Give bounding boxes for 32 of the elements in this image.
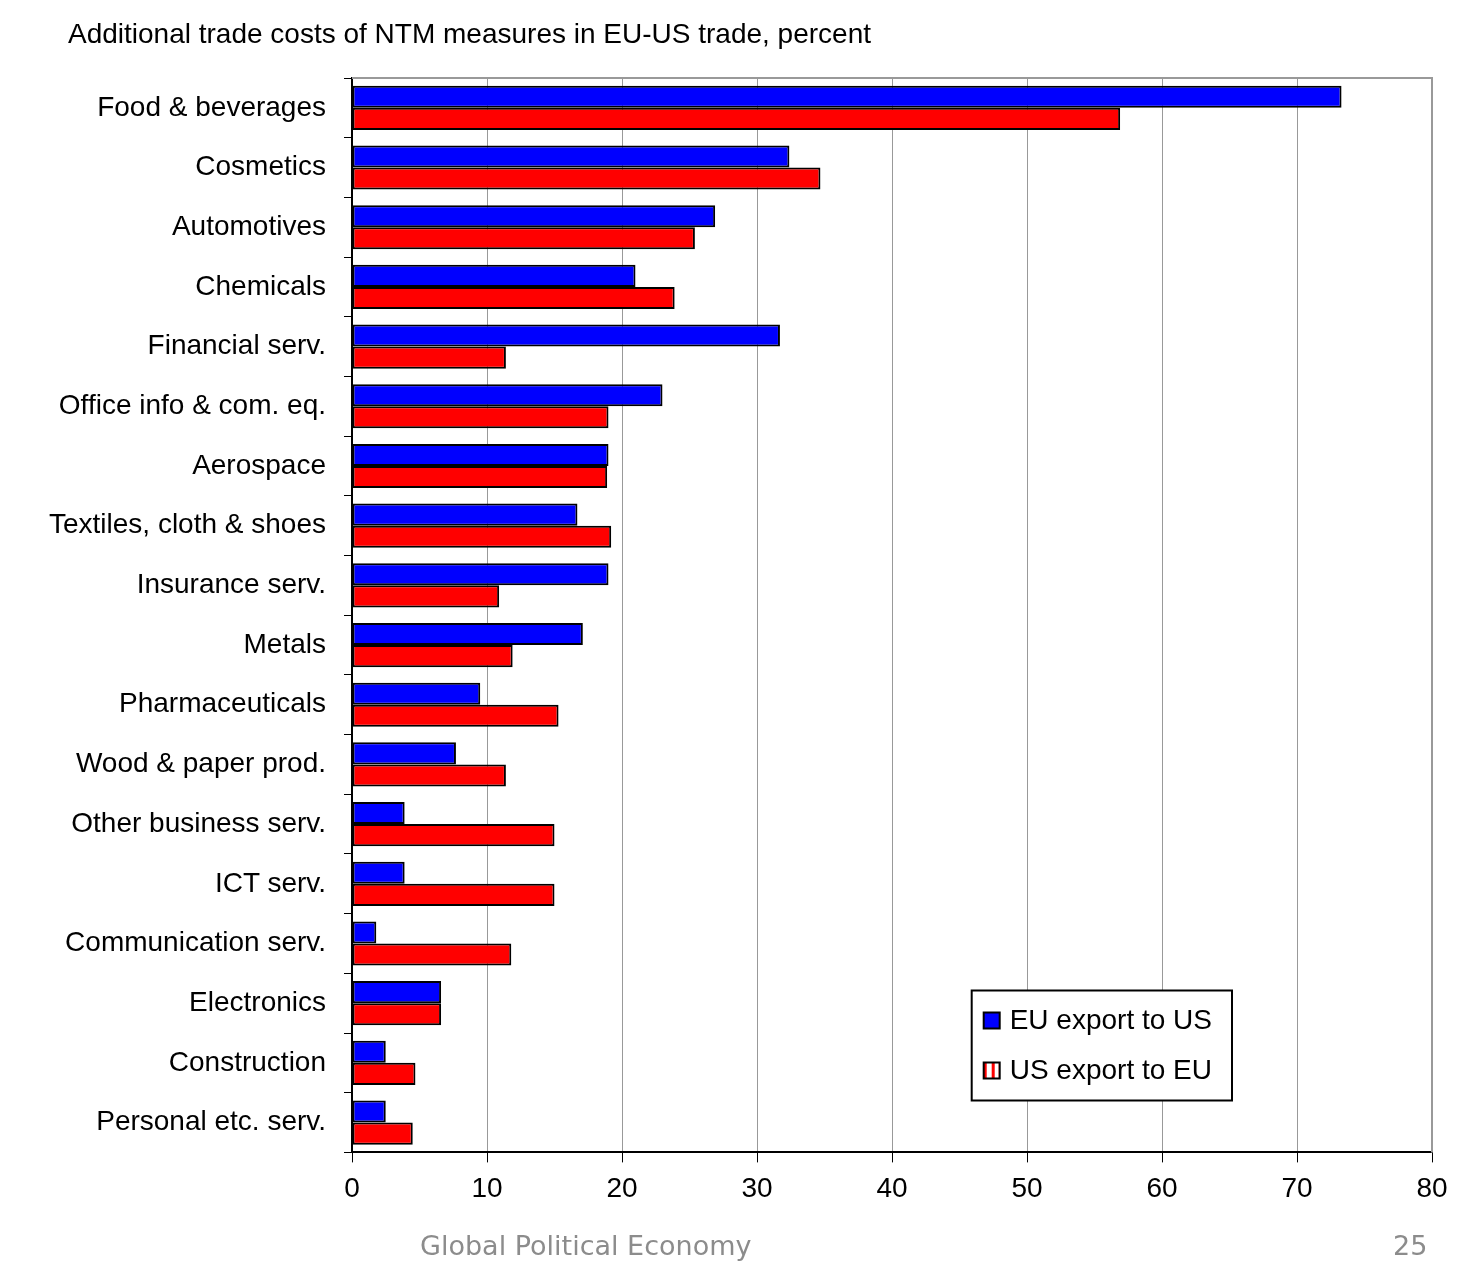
legend-label: EU export to US (1009, 1004, 1213, 1036)
text: 25 (1393, 1230, 1428, 1261)
y-tick-label: Wood & paper prod. (75, 747, 326, 779)
y-tick-label: Other business serv. (71, 806, 326, 838)
chart-title: Additional trade costs of NTM measures in EU-US trade, percent (68, 18, 872, 50)
x-tick-label: 60 (1146, 1171, 1178, 1203)
text: Global Political Economy (420, 1230, 752, 1261)
y-tick-label: Automotives (171, 209, 326, 241)
y-tick-label: Electronics (189, 985, 326, 1017)
y-tick-label: Textiles, cloth & shoes (48, 508, 326, 540)
y-tick-label: Office info & com. eq. (58, 389, 326, 421)
y-tick-label: Personal etc. serv. (96, 1105, 326, 1137)
x-tick-label: 30 (741, 1171, 773, 1203)
y-tick-label: Metals (243, 627, 326, 659)
x-tick-label: 0 (344, 1171, 360, 1203)
y-tick-label: Food & beverages (97, 90, 326, 122)
y-tick-label: Communication serv. (65, 926, 326, 958)
y-tick-label: Financial serv. (147, 329, 326, 361)
x-tick-label: 70 (1281, 1171, 1313, 1203)
y-tick-label: Cosmetics (195, 150, 326, 182)
y-tick-label: Construction (168, 1045, 326, 1077)
y-tick-label: ICT serv. (215, 866, 326, 898)
x-tick-label: 40 (876, 1171, 908, 1203)
x-tick-label: 20 (606, 1171, 638, 1203)
legend-label: US export to EU (1009, 1054, 1213, 1086)
y-tick-label: Aerospace (192, 448, 326, 480)
y-tick-label: Pharmaceuticals (119, 687, 326, 719)
y-tick-label: Chemicals (195, 269, 326, 301)
x-tick-label: 80 (1416, 1171, 1448, 1203)
x-tick-label: 10 (471, 1171, 503, 1203)
x-tick-label: 50 (1011, 1171, 1043, 1203)
y-tick-label: Insurance serv. (136, 568, 326, 600)
